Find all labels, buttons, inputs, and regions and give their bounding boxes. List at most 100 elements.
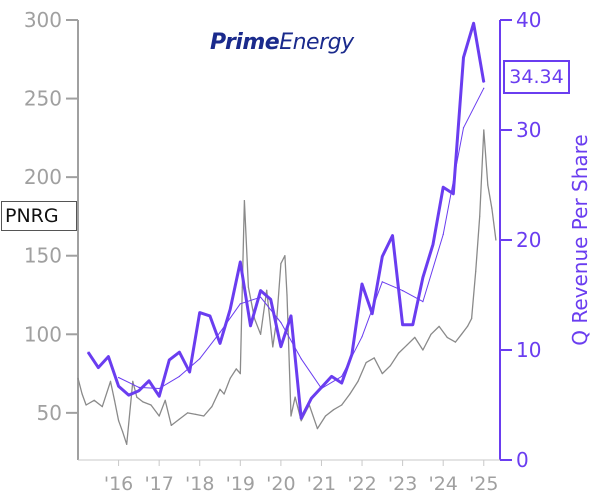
price-point <box>122 431 124 433</box>
revenue-series-line <box>86 21 486 420</box>
price-point <box>491 208 493 210</box>
price-series <box>77 129 497 445</box>
price-point <box>158 415 160 417</box>
revenue-ma-point <box>138 386 140 388</box>
revenue-point <box>209 315 211 317</box>
price-point <box>229 377 231 379</box>
x-tick-label: '21 <box>307 473 336 495</box>
revenue-point <box>97 367 99 369</box>
price-point <box>460 333 463 335</box>
x-tick-label: '19 <box>226 473 255 495</box>
revenue-ma-point <box>402 290 404 292</box>
price-point <box>487 184 489 186</box>
revenue-point <box>331 375 333 377</box>
revenue-point <box>158 395 160 397</box>
revenue-point <box>412 324 414 326</box>
price-point <box>286 294 288 296</box>
price-point <box>93 399 95 401</box>
price-point <box>466 325 469 327</box>
price-point <box>164 399 166 401</box>
price-point <box>178 418 180 420</box>
price-point <box>389 365 391 367</box>
x-tick-label: '18 <box>185 473 214 495</box>
revenue-point <box>452 193 454 195</box>
price-point <box>126 443 128 445</box>
revenue-ma-point <box>158 387 160 390</box>
revenue-ma-point <box>118 376 120 379</box>
x-tick-label: '25 <box>469 473 498 495</box>
price-point <box>113 399 116 401</box>
right-tick-label: 30 <box>516 118 541 142</box>
price-point <box>349 393 351 395</box>
price-point <box>235 368 237 370</box>
price-point <box>81 393 83 395</box>
revenue-point <box>483 81 485 83</box>
price-point <box>77 377 79 379</box>
price-point <box>260 333 262 335</box>
revenue-point <box>138 390 140 392</box>
right-tick-label: 20 <box>516 228 541 252</box>
price-point <box>101 406 103 408</box>
price-point <box>475 270 477 272</box>
price-point <box>243 200 245 202</box>
x-tick-label: '20 <box>266 473 295 495</box>
revenue-point <box>189 371 191 373</box>
price-point <box>142 401 144 403</box>
revenue-point <box>280 346 282 348</box>
price-point <box>109 380 112 382</box>
right-axis: 0 10 20 30 40 <box>499 8 541 472</box>
revenue-point <box>148 380 150 382</box>
price-point <box>211 406 213 408</box>
revenue-point <box>107 356 109 358</box>
price-point <box>438 325 440 327</box>
revenue-point <box>371 313 373 315</box>
right-tick-label: 10 <box>516 338 541 362</box>
price-point <box>223 393 225 395</box>
revenue-ma-series-line <box>118 87 485 389</box>
revenue-ma-point <box>199 358 201 360</box>
price-point <box>446 336 448 338</box>
revenue-point <box>320 386 323 388</box>
revenue-point <box>300 417 302 419</box>
left-tick-label: 100 <box>24 322 62 346</box>
revenue-point <box>270 298 272 300</box>
x-tick-label: '24 <box>428 473 457 495</box>
x-tick-label: '17 <box>144 473 173 495</box>
price-point <box>150 404 152 406</box>
revenue-point <box>351 353 353 355</box>
revenue-point <box>473 22 475 24</box>
revenue-series <box>86 21 486 420</box>
revenue-ma-point <box>483 87 485 89</box>
price-point <box>170 424 172 426</box>
price-point <box>398 352 400 354</box>
price-point <box>85 404 87 406</box>
revenue-point <box>199 312 201 314</box>
right-tick-label: 0 <box>516 448 529 472</box>
left-tick-label: 250 <box>24 87 62 111</box>
price-point <box>373 357 375 359</box>
revenue-ma-point <box>341 375 343 377</box>
price-point <box>483 129 485 131</box>
price-point <box>284 255 286 257</box>
price-point <box>422 349 424 351</box>
price-point <box>290 415 292 417</box>
x-axis: '16 '17 '18 '19 '20 '21 '22 '23 '24 '25 <box>78 459 500 495</box>
price-point <box>471 318 473 320</box>
revenue-point <box>87 351 89 353</box>
price-point <box>241 286 243 288</box>
logo-text-energy: Energy <box>279 30 354 55</box>
revenue-ma-point <box>239 303 241 305</box>
revenue-point <box>290 315 292 317</box>
revenue-point <box>391 235 394 237</box>
revenue-moving-average-series <box>118 87 485 390</box>
price-point <box>272 346 274 348</box>
x-tick-label: '16 <box>104 473 133 495</box>
revenue-point <box>178 351 180 353</box>
revenue-point <box>341 382 343 384</box>
revenue-ma-point <box>462 127 465 129</box>
left-axis: 50 100 150 200 250 300 <box>24 8 79 460</box>
price-point <box>341 404 343 406</box>
price-point <box>316 428 318 430</box>
right-axis-title: Q Revenue Per Share <box>568 134 592 346</box>
left-tick-label: 300 <box>24 8 62 32</box>
